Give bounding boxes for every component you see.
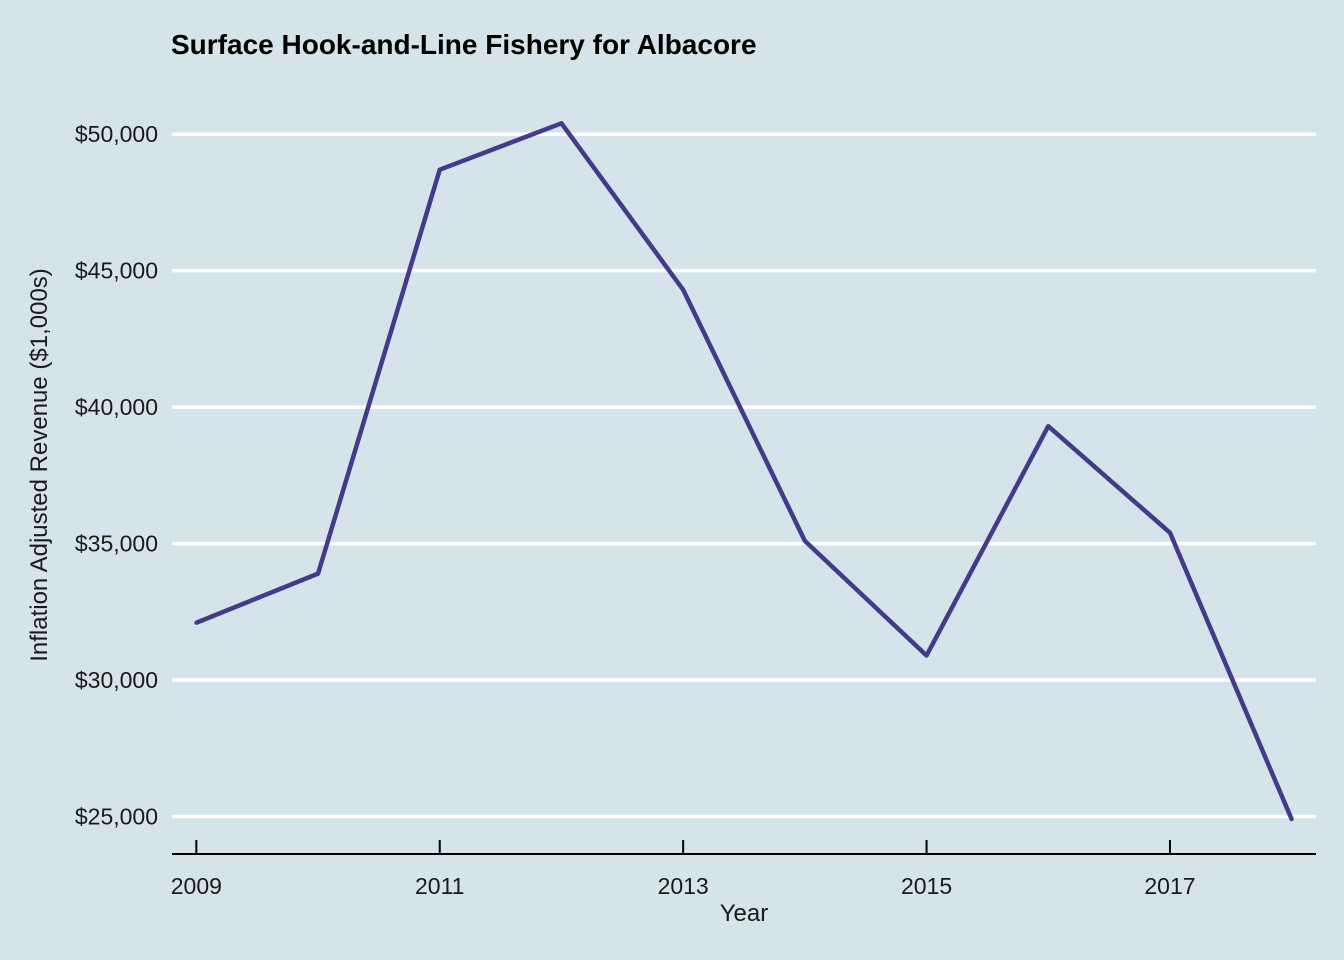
y-tick-labels: $25,000 $30,000 $35,000 $40,000 $45,000 $50,0… [75, 121, 158, 829]
y-tick-label: $45,000 [75, 258, 158, 284]
data-point [559, 121, 564, 126]
x-tick-label: 2015 [901, 873, 952, 899]
y-tick-label: $30,000 [75, 667, 158, 693]
y-axis-title: Inflation Adjusted Revenue ($1,000s) [26, 268, 53, 662]
y-tick-label: $40,000 [75, 394, 158, 420]
chart-title: Surface Hook-and-Line Fishery for Albaco… [171, 29, 757, 60]
x-axis-title: Year [720, 900, 769, 927]
x-tick-label: 2013 [658, 873, 709, 899]
x-tick-label: 2009 [171, 873, 222, 899]
y-tick-label: $25,000 [75, 804, 158, 830]
x-ticks: 2009 2011 2013 2015 2017 [171, 840, 1196, 899]
x-tick-label: 2017 [1144, 873, 1195, 899]
series-line [195, 121, 1294, 821]
data-point [437, 167, 442, 172]
data-point [1046, 424, 1051, 429]
data-point [1167, 530, 1172, 535]
data-point [681, 287, 686, 292]
y-tick-label: $35,000 [75, 531, 158, 557]
series-layer [194, 121, 1294, 822]
x-tick-label: 2011 [415, 873, 464, 899]
grid-lines [172, 132, 1316, 819]
data-point [316, 571, 321, 576]
y-tick-label: $50,000 [75, 121, 158, 147]
data-point [802, 538, 807, 543]
data-point [924, 653, 929, 658]
data-point [194, 620, 199, 625]
data-point [1289, 817, 1294, 822]
